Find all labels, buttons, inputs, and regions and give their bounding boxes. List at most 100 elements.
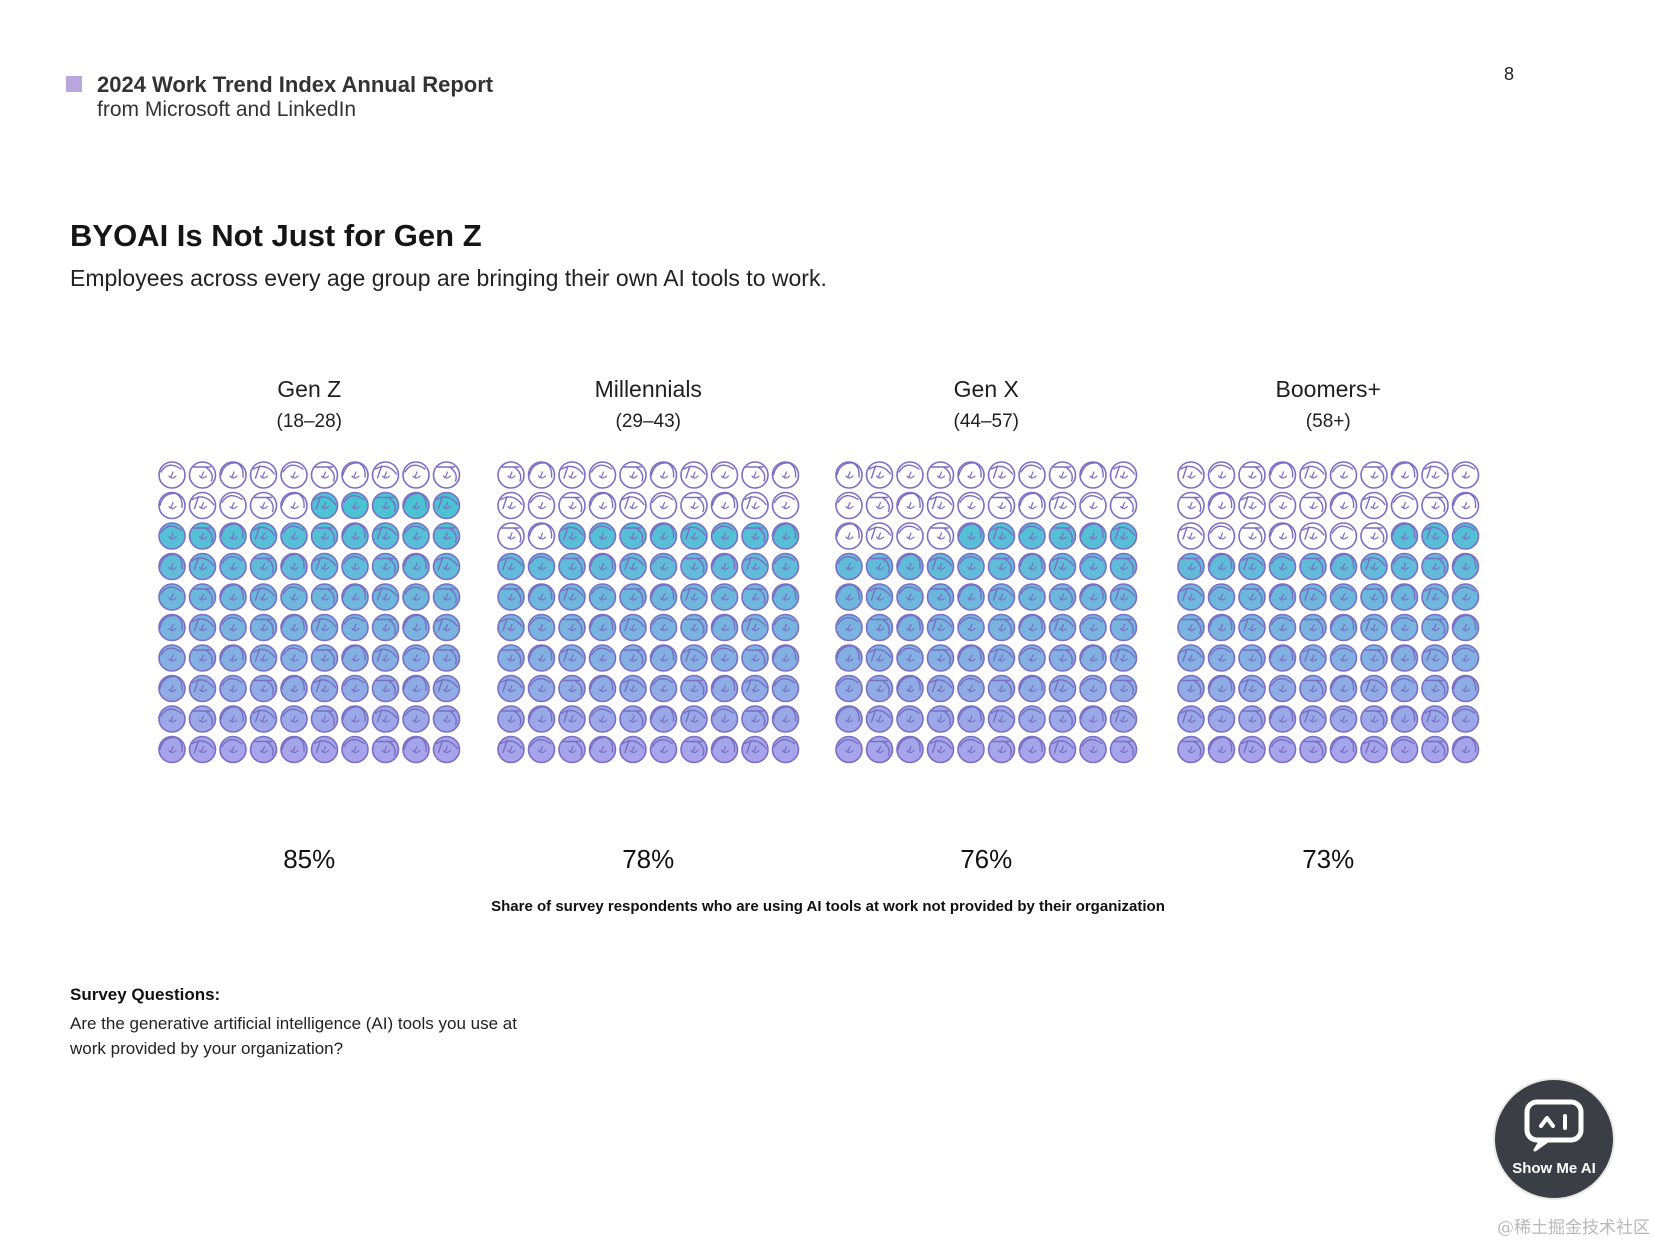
face-icon-filled bbox=[865, 735, 894, 764]
face-icon-filled bbox=[710, 552, 739, 581]
survey-label: Survey Questions: bbox=[70, 985, 221, 1004]
face-icon-filled bbox=[558, 674, 586, 703]
page-heading: BYOAI Is Not Just for Gen Z bbox=[70, 218, 482, 253]
face-icon-filled bbox=[527, 735, 556, 764]
face-icon-filled bbox=[680, 735, 708, 764]
face-icon-filled bbox=[280, 583, 308, 611]
face-icon-filled bbox=[1299, 735, 1327, 764]
face-icon-empty bbox=[371, 461, 400, 489]
face-icon-filled bbox=[1018, 552, 1046, 581]
face-icon-filled bbox=[158, 674, 186, 703]
face-icon-filled bbox=[741, 522, 769, 550]
face-icon-filled bbox=[741, 583, 769, 611]
face-icon-filled bbox=[1451, 674, 1480, 703]
face-icon-filled bbox=[188, 735, 217, 764]
face-icon-filled bbox=[402, 613, 430, 642]
face-icon-filled bbox=[741, 613, 769, 642]
face-icon-empty bbox=[188, 491, 217, 520]
face-icon-filled bbox=[1177, 552, 1205, 581]
face-icon-empty bbox=[558, 491, 586, 520]
face-icon-filled bbox=[588, 522, 617, 550]
face-icon-filled bbox=[1207, 613, 1236, 642]
face-icon-filled bbox=[987, 705, 1016, 733]
face-icon-filled bbox=[588, 613, 617, 642]
face-icon-empty bbox=[1390, 461, 1419, 489]
face-icon-filled bbox=[341, 674, 369, 703]
face-icon-filled bbox=[865, 552, 894, 581]
face-icon-empty bbox=[280, 461, 308, 489]
face-icon-filled bbox=[1018, 705, 1046, 733]
face-icon-filled bbox=[1451, 735, 1480, 764]
face-icon-filled bbox=[249, 522, 278, 550]
face-icon-filled bbox=[1048, 522, 1077, 550]
face-icon-filled bbox=[1079, 552, 1107, 581]
face-icon-empty bbox=[771, 461, 800, 489]
face-icon-filled bbox=[249, 552, 278, 581]
face-icon-filled bbox=[1079, 705, 1107, 733]
face-icon-filled bbox=[1390, 522, 1419, 550]
face-icon-empty bbox=[1329, 491, 1358, 520]
waffle-grid bbox=[835, 461, 1138, 764]
face-icon-empty bbox=[219, 491, 247, 520]
face-icon-filled bbox=[896, 674, 924, 703]
face-icon-empty bbox=[1360, 522, 1388, 550]
face-icon-filled bbox=[341, 735, 369, 764]
face-icon-filled bbox=[249, 644, 278, 672]
report-subtitle: from Microsoft and LinkedIn bbox=[97, 98, 357, 121]
face-icon-empty bbox=[987, 491, 1016, 520]
face-icon-filled bbox=[371, 583, 400, 611]
face-icon-filled bbox=[249, 735, 278, 764]
face-icon-empty bbox=[680, 491, 708, 520]
face-icon-filled bbox=[1238, 735, 1266, 764]
group-age-range: (44–57) bbox=[954, 411, 1020, 432]
face-icon-empty bbox=[1421, 461, 1449, 489]
face-icon-filled bbox=[371, 674, 400, 703]
face-icon-empty bbox=[1299, 461, 1327, 489]
face-icon-filled bbox=[987, 735, 1016, 764]
face-icon-filled bbox=[835, 552, 863, 581]
face-icon-filled bbox=[926, 644, 955, 672]
face-icon-filled bbox=[558, 552, 586, 581]
waffle-grid bbox=[158, 461, 461, 764]
face-icon-empty bbox=[1207, 522, 1236, 550]
face-icon-empty bbox=[1329, 522, 1358, 550]
face-icon-filled bbox=[527, 674, 556, 703]
group-percent-label: 78% bbox=[622, 844, 674, 874]
face-icon-empty bbox=[1238, 491, 1266, 520]
face-icon-filled bbox=[402, 735, 430, 764]
face-icon-filled bbox=[1109, 735, 1138, 764]
face-icon-filled bbox=[341, 705, 369, 733]
face-icon-filled bbox=[1109, 583, 1138, 611]
face-icon-filled bbox=[680, 705, 708, 733]
face-icon-filled bbox=[588, 644, 617, 672]
face-icon-filled bbox=[158, 522, 186, 550]
face-icon-filled bbox=[926, 735, 955, 764]
face-icon-filled bbox=[249, 583, 278, 611]
face-icon-empty bbox=[588, 491, 617, 520]
face-icon-filled bbox=[1451, 644, 1480, 672]
face-icon-filled bbox=[1451, 613, 1480, 642]
face-icon-filled bbox=[680, 552, 708, 581]
face-icon-filled bbox=[402, 674, 430, 703]
face-icon-filled bbox=[1360, 644, 1388, 672]
face-icon-filled bbox=[158, 552, 186, 581]
waffle-grid bbox=[1177, 461, 1480, 764]
face-icon-filled bbox=[188, 552, 217, 581]
face-icon-filled bbox=[558, 583, 586, 611]
face-icon-filled bbox=[432, 644, 461, 672]
face-icon-filled bbox=[188, 583, 217, 611]
face-icon-filled bbox=[497, 644, 525, 672]
face-icon-filled bbox=[957, 735, 985, 764]
face-icon-filled bbox=[896, 583, 924, 611]
face-icon-filled bbox=[1177, 644, 1205, 672]
face-icon-filled bbox=[1360, 735, 1388, 764]
face-icon-filled bbox=[1177, 735, 1205, 764]
face-icon-empty bbox=[158, 461, 186, 489]
face-icon-filled bbox=[280, 644, 308, 672]
face-icon-filled bbox=[957, 522, 985, 550]
face-icon-filled bbox=[680, 674, 708, 703]
face-icon-filled bbox=[280, 552, 308, 581]
group-name: Boomers+ bbox=[1276, 376, 1381, 402]
survey-question: Are the generative artificial intelligen… bbox=[70, 1014, 517, 1058]
face-icon-empty bbox=[926, 522, 955, 550]
